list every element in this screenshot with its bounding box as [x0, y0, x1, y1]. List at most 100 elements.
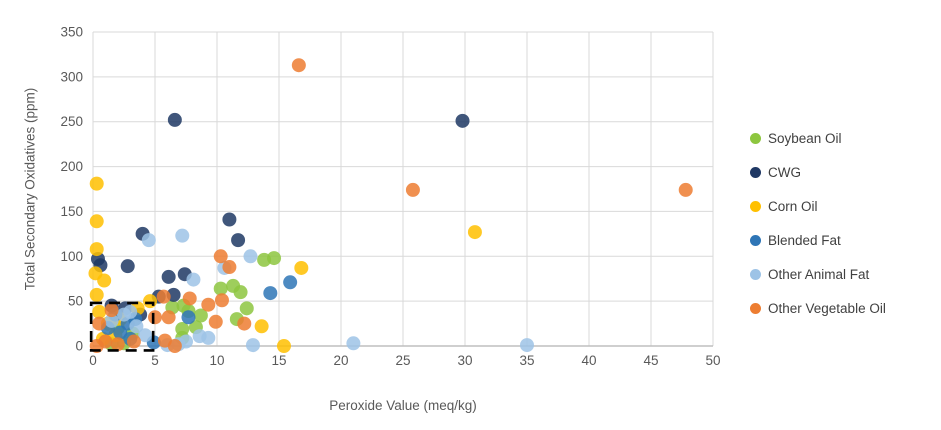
legend-item-other-animal-fat: Other Animal Fat	[750, 264, 886, 285]
legend-item-blended-fat: Blended Fat	[750, 230, 886, 251]
x-tick-label: 5	[151, 353, 159, 368]
legend-item-other-vegetable-oil: Other Vegetable Oil	[750, 298, 886, 319]
data-point-corn-oil	[254, 319, 269, 334]
data-point-blended-fat	[181, 310, 196, 325]
series-cwg	[90, 112, 470, 322]
data-point-soybean-oil	[175, 321, 190, 336]
legend-marker-icon	[750, 167, 761, 178]
data-point-cwg	[231, 233, 246, 248]
data-point-corn-oil	[143, 294, 158, 309]
legend-label: Blended Fat	[768, 233, 841, 248]
x-axis-title: Peroxide Value (meq/kg)	[329, 398, 477, 413]
legend-label: CWG	[768, 165, 801, 180]
data-point-other-vegetable-oil	[110, 337, 125, 352]
data-point-corn-oil	[294, 260, 309, 275]
legend-label: Soybean Oil	[768, 131, 842, 146]
x-tick-label: 15	[271, 353, 286, 368]
legend-marker-icon	[750, 303, 761, 314]
data-point-other-animal-fat	[346, 336, 361, 351]
data-point-soybean-oil	[233, 285, 248, 300]
data-point-cwg	[455, 113, 470, 128]
data-point-blended-fat	[283, 275, 298, 290]
y-tick-label: 100	[60, 249, 83, 264]
data-point-other-vegetable-oil	[167, 339, 182, 353]
data-point-other-vegetable-oil	[222, 260, 237, 275]
legend-label: Corn Oil	[768, 199, 818, 214]
data-point-other-vegetable-oil	[126, 334, 141, 349]
x-tick-label: 30	[457, 353, 472, 368]
data-point-corn-oil	[89, 176, 104, 191]
y-tick-label: 0	[75, 339, 83, 354]
x-tick-label: 25	[395, 353, 410, 368]
legend-marker-icon	[750, 269, 761, 280]
x-tick-label: 45	[643, 353, 658, 368]
data-point-other-vegetable-oil	[237, 316, 252, 331]
data-point-other-animal-fat	[186, 272, 201, 287]
data-point-other-animal-fat	[243, 249, 258, 264]
legend-label: Other Animal Fat	[768, 267, 870, 282]
data-point-other-vegetable-oil	[161, 310, 176, 325]
data-point-corn-oil	[92, 304, 107, 319]
data-point-other-vegetable-oil	[678, 182, 693, 197]
data-point-other-animal-fat	[520, 338, 534, 353]
data-point-other-vegetable-oil	[213, 249, 228, 264]
data-point-soybean-oil	[267, 251, 282, 266]
data-point-blended-fat	[263, 286, 278, 301]
chart-legend: Soybean Oil CWG Corn Oil Blended Fat Other A…	[750, 128, 886, 319]
data-point-corn-oil	[89, 287, 104, 302]
data-point-cwg	[222, 212, 237, 227]
data-point-other-animal-fat	[104, 313, 119, 328]
data-point-other-animal-fat	[138, 328, 153, 343]
data-point-other-vegetable-oil	[156, 289, 171, 304]
legend-item-cwg: CWG	[750, 162, 886, 183]
y-tick-label: 50	[68, 294, 83, 309]
data-point-cwg	[120, 259, 135, 274]
data-point-soybean-oil	[239, 301, 254, 316]
series-other-vegetable-oil	[89, 58, 693, 353]
data-point-other-vegetable-oil	[104, 303, 119, 318]
x-tick-label: 10	[209, 353, 224, 368]
x-tick-label: 20	[333, 353, 348, 368]
y-tick-label: 150	[60, 204, 83, 219]
data-point-other-animal-fat	[141, 233, 156, 248]
x-tick-label: 50	[705, 353, 720, 368]
data-point-corn-oil	[89, 242, 104, 257]
data-point-other-vegetable-oil	[92, 316, 107, 331]
legend-marker-icon	[750, 201, 761, 212]
data-point-other-vegetable-oil	[208, 314, 223, 329]
data-point-other-vegetable-oil	[214, 293, 229, 308]
y-tick-label: 250	[60, 114, 83, 129]
data-point-other-vegetable-oil	[291, 58, 306, 73]
data-point-other-vegetable-oil	[182, 291, 197, 306]
data-point-corn-oil	[97, 273, 112, 288]
y-axis-title: Total Secondary Oxidatives (ppm)	[22, 87, 38, 291]
legend-item-corn-oil: Corn Oil	[750, 196, 886, 217]
data-point-other-vegetable-oil	[148, 310, 162, 325]
y-tick-label: 300	[60, 69, 83, 84]
legend-marker-icon	[750, 235, 761, 246]
data-point-other-vegetable-oil	[405, 182, 420, 197]
data-point-corn-oil	[276, 339, 291, 353]
data-point-other-animal-fat	[201, 330, 216, 345]
data-point-other-animal-fat	[245, 338, 260, 353]
legend-marker-icon	[750, 133, 761, 144]
x-tick-label: 35	[519, 353, 534, 368]
data-point-other-animal-fat	[129, 319, 144, 334]
data-point-other-animal-fat	[117, 307, 131, 322]
legend-label: Other Vegetable Oil	[768, 301, 886, 316]
data-point-cwg	[167, 112, 182, 127]
data-point-other-vegetable-oil	[201, 297, 216, 312]
data-point-cwg	[161, 269, 176, 284]
data-point-soybean-oil	[193, 308, 208, 323]
y-tick-label: 350	[60, 25, 83, 40]
data-point-soybean-oil	[213, 281, 228, 296]
data-point-other-animal-fat	[175, 228, 190, 243]
y-tick-label: 200	[60, 159, 83, 174]
x-tick-label: 0	[89, 353, 97, 368]
series-corn-oil	[88, 176, 482, 353]
legend-item-soybean-oil: Soybean Oil	[750, 128, 886, 149]
data-point-corn-oil	[467, 225, 482, 240]
x-tick-label: 40	[581, 353, 596, 368]
